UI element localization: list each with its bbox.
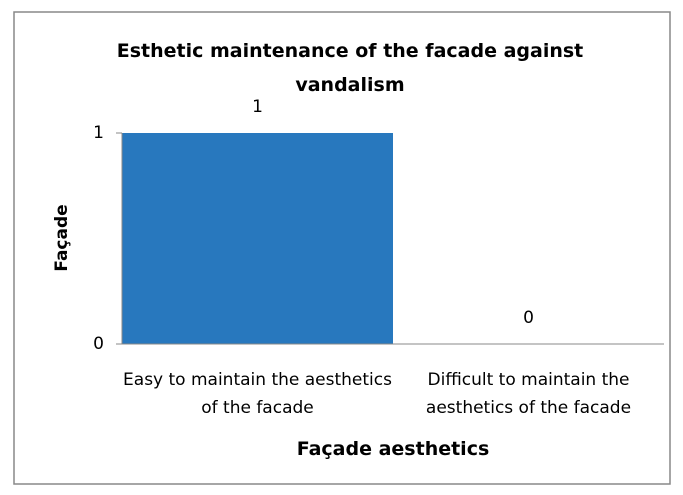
data-label: 0	[523, 308, 534, 328]
y-tick-label: 0	[93, 334, 104, 354]
chart-title: Esthetic maintenance of the facade again…	[116, 40, 584, 96]
data-label: 1	[252, 97, 263, 117]
x-tick-label: Easy to maintain the aesthetics of the f…	[123, 370, 392, 418]
y-tick-label: 1	[93, 123, 104, 143]
x-tick-label: Difficult to maintain the aesthetics of …	[425, 370, 632, 418]
x-axis-title: Façade aesthetics	[296, 438, 490, 460]
y-axis-title: Façade	[52, 204, 72, 272]
bar	[122, 133, 393, 344]
